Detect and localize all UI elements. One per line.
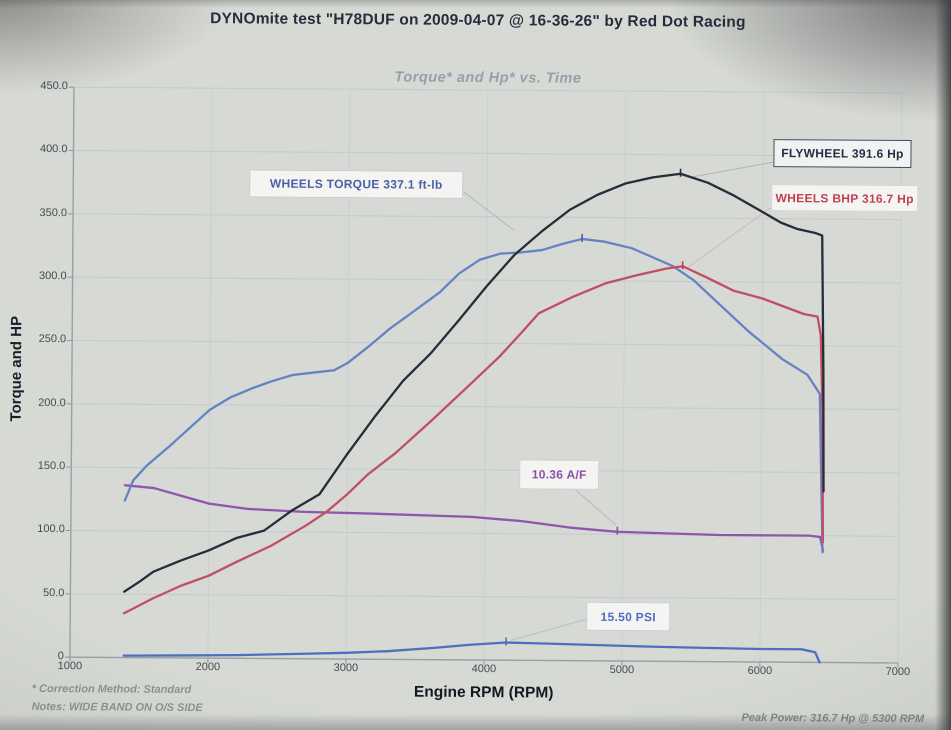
correction-method-note: * Correction Method: Standard — [31, 682, 192, 697]
flywheel-hp-callout: FLYWHEEL 391.6 Hp — [773, 139, 912, 169]
air-fuel-callout: 10.36 A/F — [519, 459, 600, 490]
y-tick-label: 200.0 — [38, 396, 66, 409]
y-tick-label: 100.0 — [37, 523, 65, 536]
peak-power-readout: Peak Power: 316.7 Hp @ 5300 RPM — [741, 711, 925, 726]
x-tick-label: 1000 — [57, 660, 83, 673]
x-tick-label: 4000 — [471, 662, 497, 676]
wheels-torque-callout: WHEELS TORQUE 337.1 ft-lb — [249, 169, 464, 199]
boost-psi-callout: 15.50 PSI — [586, 601, 671, 632]
y-axis-title: Torque and HP — [7, 315, 26, 422]
y-tick-label: 450.0 — [40, 79, 68, 93]
x-tick-label: 5000 — [609, 663, 635, 677]
x-tick-label: 7000 — [885, 665, 911, 679]
wheels-bhp-callout: WHEELS BHP 316.7 Hp — [771, 184, 919, 213]
x-tick-label: 3000 — [333, 662, 359, 675]
y-tick-label: 350.0 — [39, 206, 68, 219]
y-tick-label: 50.0 — [42, 586, 65, 599]
operator-notes: Notes: WIDE BAND ON O/S SIDE — [31, 700, 203, 715]
y-tick-label: 400.0 — [39, 143, 68, 156]
y-tick-label: 300.0 — [39, 269, 67, 283]
x-tick-label: 6000 — [747, 664, 773, 678]
x-tick-label: 2000 — [195, 661, 221, 674]
y-tick-label: 250.0 — [38, 333, 67, 346]
y-tick-label: 150.0 — [37, 459, 66, 473]
